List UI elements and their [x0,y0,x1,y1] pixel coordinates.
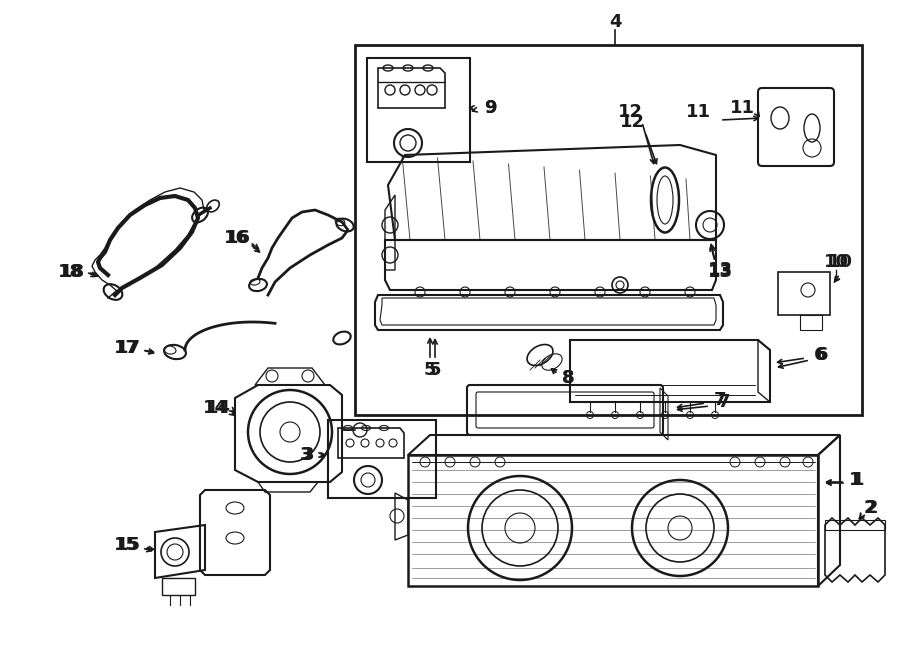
Text: 12: 12 [619,113,644,131]
Text: 17: 17 [113,339,139,357]
Text: 13: 13 [707,263,733,281]
Text: 8: 8 [562,369,574,387]
Text: 4: 4 [608,13,621,31]
Text: 10: 10 [824,253,849,271]
Text: 11: 11 [686,103,710,121]
Text: 9: 9 [484,99,496,117]
Text: 3: 3 [302,446,314,464]
Text: 5: 5 [424,361,436,379]
Text: 7: 7 [718,393,730,411]
Text: 2: 2 [864,499,877,517]
Text: 6: 6 [815,346,828,364]
Bar [328,420,436,498]
Text: 7: 7 [714,391,726,409]
Text: 13: 13 [707,261,733,279]
Text: 12: 12 [617,103,643,121]
Text: 1: 1 [851,471,864,489]
Text: 8: 8 [562,369,574,387]
Text: 16: 16 [226,229,250,247]
Text: 14: 14 [202,399,228,417]
Bar [355,45,862,415]
Text: 15: 15 [115,536,140,554]
Bar [367,58,470,162]
Text: 14: 14 [205,399,230,417]
Text: 18: 18 [58,263,83,281]
Text: 6: 6 [814,346,826,364]
Text: 16: 16 [223,229,248,247]
Text: 15: 15 [113,536,139,554]
Text: 9: 9 [484,99,496,117]
Text: 11: 11 [730,99,754,117]
Text: 3: 3 [300,446,312,464]
Text: 5: 5 [428,361,441,379]
Text: 18: 18 [59,263,85,281]
Text: 17: 17 [115,339,140,357]
Text: 10: 10 [827,253,852,271]
Text: 1: 1 [849,471,861,489]
Text: 2: 2 [866,499,878,517]
